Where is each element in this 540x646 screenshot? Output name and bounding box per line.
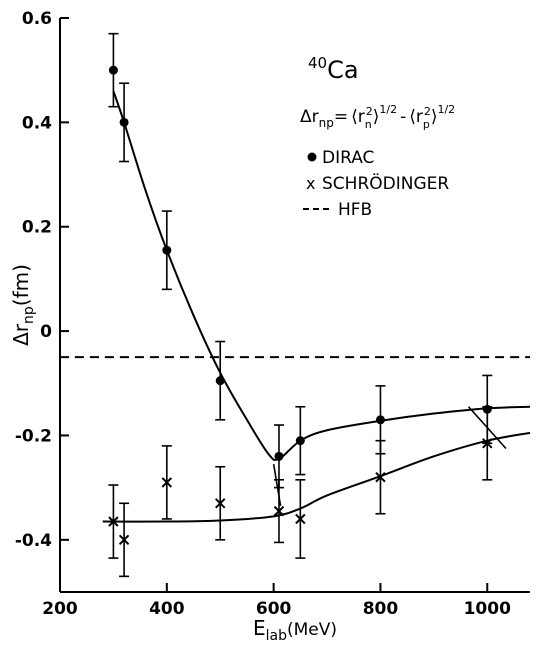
dirac-point xyxy=(375,415,385,425)
x-tick-label: 400 xyxy=(149,599,185,619)
tick-marks xyxy=(59,17,489,592)
schrodinger-point xyxy=(295,513,306,525)
y-axis-title: Δrnp(fm) xyxy=(9,264,37,346)
x-axis-title: Elab(MeV) xyxy=(253,616,337,644)
x-tick-label: 200 xyxy=(42,599,78,619)
y-tick-label: 0 xyxy=(40,322,52,342)
y-tick-label: -0.2 xyxy=(15,426,52,446)
tick-labels: -0.4 -0.2 0 0.2 0.4 0.6 200 400 600 800 1000 xyxy=(15,9,511,619)
schrodinger-point xyxy=(118,534,130,546)
dirac-point xyxy=(274,451,284,461)
schrodinger-curve xyxy=(102,431,531,523)
legend-label-dirac: DIRAC xyxy=(322,148,374,168)
formula-label: Δrnp= ⟨rn2⟩1/2- ⟨rp2⟩1/2 xyxy=(300,103,455,131)
legend: DIRAC x SCHRÖDINGER HFB xyxy=(303,148,449,220)
legend-label-schrodinger: SCHRÖDINGER xyxy=(322,172,449,194)
legend-item-dirac: DIRAC xyxy=(307,148,374,168)
dirac-point xyxy=(215,376,225,386)
x-tick-label: 1000 xyxy=(464,599,511,619)
schrodinger-point xyxy=(375,471,386,483)
y-tick-label: 0.2 xyxy=(22,218,52,238)
legend-dot-marker xyxy=(307,152,317,162)
x-tick-label: 600 xyxy=(256,599,292,619)
schrodinger-point xyxy=(215,498,226,509)
dirac-point xyxy=(108,65,118,75)
schrodinger-point xyxy=(482,438,493,449)
axes-frame xyxy=(59,18,530,593)
nucleus-label: 40Ca xyxy=(308,54,359,84)
connector-ticks xyxy=(272,406,507,507)
schrodinger-point xyxy=(273,505,285,517)
dirac-point xyxy=(482,404,492,414)
legend-label-hfb: HFB xyxy=(338,200,372,220)
data-markers xyxy=(108,65,493,546)
fit-curves xyxy=(60,90,531,523)
legend-item-hfb: HFB xyxy=(303,200,372,220)
dirac-point xyxy=(119,117,129,127)
y-tick-label: 0.6 xyxy=(22,9,52,29)
legend-marker-x: x xyxy=(306,174,315,193)
x-tick-label: 800 xyxy=(363,599,399,619)
y-tick-label: 0.4 xyxy=(22,113,52,133)
schrodinger-point xyxy=(161,477,173,488)
schrodinger-point xyxy=(108,516,119,527)
dirac-curve xyxy=(112,90,531,461)
legend-item-schrodinger: x SCHRÖDINGER xyxy=(306,172,449,194)
y-tick-label: -0.4 xyxy=(15,531,52,551)
dirac-point xyxy=(295,436,305,446)
dirac-point xyxy=(162,245,172,255)
